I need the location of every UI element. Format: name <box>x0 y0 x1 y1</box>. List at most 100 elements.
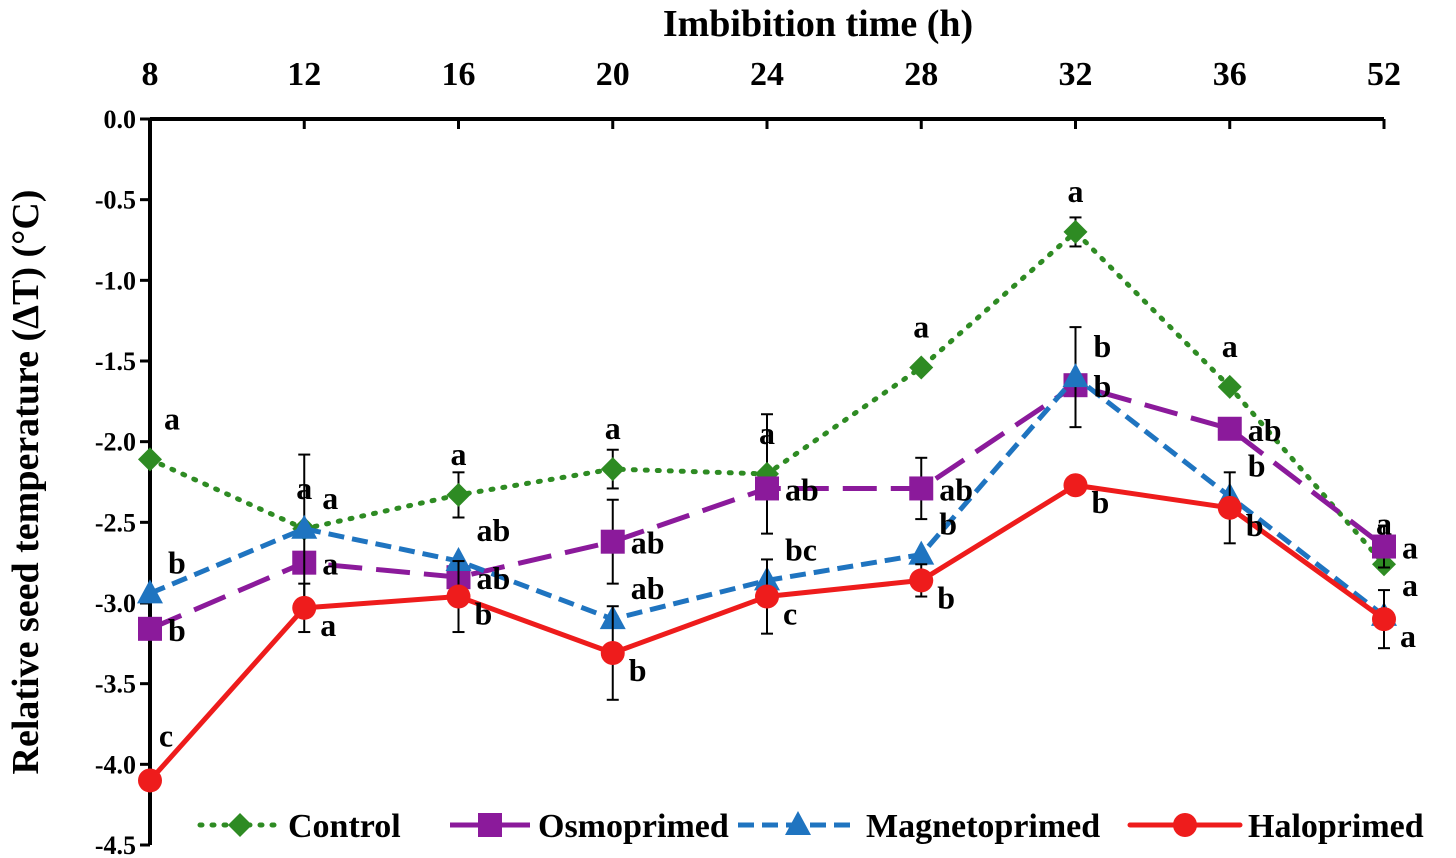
x-tick-label: 52 <box>1367 56 1401 93</box>
significance-label: a <box>759 415 775 451</box>
significance-label: a <box>605 410 621 446</box>
data-point-haloprimed <box>446 584 471 609</box>
significance-label: a <box>1376 505 1392 541</box>
legend-item-control: Control <box>197 808 401 845</box>
significance-label: a <box>320 607 336 643</box>
x-tick-label: 16 <box>442 56 476 93</box>
x-axis-title: Imbibition time (h) <box>663 3 973 45</box>
significance-label: b <box>1094 368 1112 404</box>
y-tick-label: -3.0 <box>95 589 136 618</box>
axes: 8 12 16 20 24 28 32 36 52 0.0 -0.5 -1.0 -1.5 -2.0 -2.5… <box>95 56 1401 858</box>
y-axis-title: Relative seed temperature (ΔT) (°C) <box>5 190 47 775</box>
data-point-haloprimed <box>1372 607 1396 632</box>
y-tick-label: 0.0 <box>104 105 137 134</box>
data-point-control <box>600 457 625 482</box>
x-tick-label: 12 <box>287 56 321 93</box>
legend-swatch-marker <box>478 813 502 837</box>
data-point-haloprimed <box>1217 495 1242 520</box>
legend-label: Haloprimed <box>1248 808 1424 845</box>
series-control <box>138 216 1396 577</box>
significance-label: c <box>783 596 797 632</box>
legend-label: Control <box>288 808 401 845</box>
significance-label: a <box>296 470 312 506</box>
significance-label: ab <box>477 560 511 596</box>
significance-label: b <box>629 652 647 688</box>
data-point-magnetoprimed <box>291 514 318 539</box>
legend: Control Osmoprimed Magnetoprimed Haloprimed <box>197 808 1424 845</box>
significance-label: b <box>168 544 186 580</box>
significance-label: a <box>1400 618 1416 654</box>
significance-label: ab <box>477 512 511 548</box>
data-point-osmoprimed <box>138 616 162 641</box>
significance-label: b <box>168 612 186 648</box>
y-tick-label: -2.5 <box>95 508 136 537</box>
legend-swatch-marker <box>228 813 252 837</box>
significance-label: b <box>1246 507 1264 543</box>
significance-label: ab <box>785 471 819 507</box>
x-tick-label: 32 <box>1059 56 1093 93</box>
significance-label: ab <box>1248 412 1282 448</box>
y-tick-label: -1.5 <box>95 347 136 376</box>
data-point-magnetoprimed <box>445 547 472 572</box>
significance-label: a <box>1402 530 1418 566</box>
data-point-control <box>1063 219 1088 244</box>
data-point-haloprimed <box>909 568 934 593</box>
data-point-haloprimed <box>1063 473 1088 498</box>
series-haloprimed <box>138 471 1396 793</box>
data-point-haloprimed <box>138 768 162 793</box>
y-tick-label: -1.0 <box>95 266 136 295</box>
legend-item-magnetoprimed: Magnetoprimed <box>738 808 1100 845</box>
data-point-magnetoprimed <box>1062 363 1089 388</box>
significance-label: a <box>322 480 338 516</box>
significance-label: a <box>1068 173 1084 209</box>
significance-label: b <box>1248 448 1266 484</box>
significance-label: b <box>937 579 955 615</box>
significance-label: c <box>159 717 173 753</box>
data-point-osmoprimed <box>755 476 779 501</box>
x-tick-label: 8 <box>142 56 159 93</box>
significance-label: a <box>451 436 467 472</box>
y-tick-label: -3.5 <box>95 670 136 699</box>
series-layer <box>137 216 1397 793</box>
data-point-magnetoprimed <box>137 579 163 604</box>
significance-label: a <box>1402 567 1418 603</box>
data-point-haloprimed <box>600 641 625 666</box>
significance-label: b <box>1094 328 1112 364</box>
significance-label: bc <box>785 531 817 567</box>
data-point-haloprimed <box>292 595 317 620</box>
significance-label: a <box>164 400 180 436</box>
data-point-osmoprimed <box>1217 416 1242 441</box>
data-point-osmoprimed <box>1372 534 1396 559</box>
data-point-control <box>446 482 471 507</box>
significance-label: ab <box>631 570 665 606</box>
legend-item-haloprimed: Haloprimed <box>1127 808 1424 845</box>
significance-label: ab <box>939 471 973 507</box>
significance-label: b <box>475 596 493 632</box>
significance-label: a <box>913 308 929 344</box>
x-tick-label: 36 <box>1213 56 1247 93</box>
x-tick-label: 24 <box>750 56 784 93</box>
significance-label: a <box>322 546 338 582</box>
legend-label: Osmoprimed <box>538 808 729 845</box>
data-point-control <box>909 355 934 380</box>
x-tick-label: 20 <box>596 56 630 93</box>
y-tick-label: -4.0 <box>95 750 136 779</box>
data-point-magnetoprimed <box>908 540 935 565</box>
x-tick-label: 28 <box>904 56 938 93</box>
y-tick-label: -0.5 <box>95 186 136 215</box>
data-point-osmoprimed <box>600 529 625 554</box>
data-point-control <box>1217 374 1242 399</box>
significance-label: a <box>1222 328 1238 364</box>
significance-label: b <box>939 506 957 542</box>
legend-item-osmoprimed: Osmoprimed <box>450 808 729 845</box>
legend-swatch-marker <box>1173 813 1197 837</box>
legend-swatch-marker <box>785 811 811 835</box>
significance-label: ab <box>631 525 665 561</box>
y-tick-label: -4.5 <box>95 831 136 858</box>
data-point-osmoprimed <box>909 476 934 501</box>
legend-label: Magnetoprimed <box>866 808 1100 845</box>
significance-label: b <box>1092 484 1110 520</box>
data-point-control <box>138 447 162 472</box>
